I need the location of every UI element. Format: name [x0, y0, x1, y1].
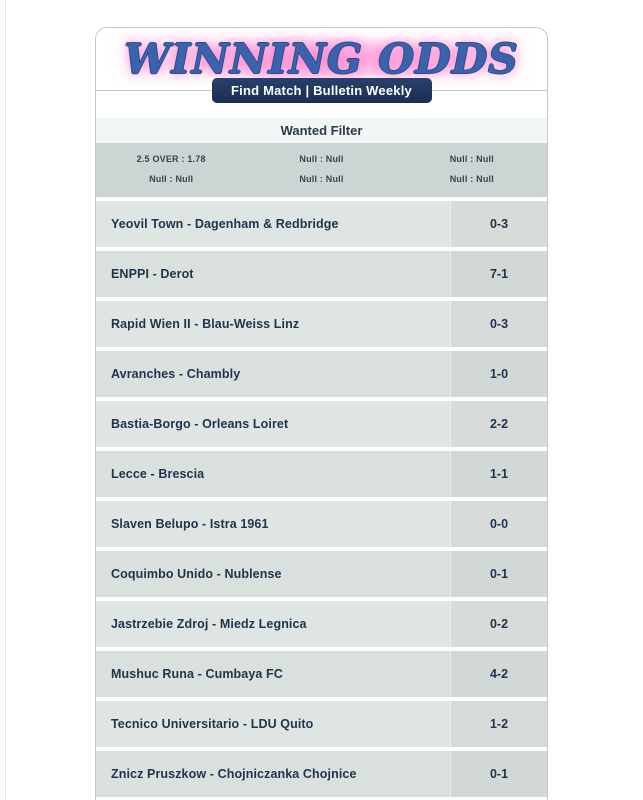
find-match-button-container: Find Match | Bulletin Weekly	[96, 78, 547, 118]
match-score: 1-1	[450, 451, 547, 497]
match-row[interactable]: Rapid Wien II - Blau-Weiss Linz 0-3	[96, 301, 547, 347]
match-name: Rapid Wien II - Blau-Weiss Linz	[111, 317, 300, 331]
match-score: 2-2	[450, 401, 547, 447]
filter-cell[interactable]: Null : Null	[149, 174, 194, 184]
match-score: 0-3	[450, 201, 547, 247]
match-score: 4-2	[450, 651, 547, 697]
filter-cell[interactable]: Null : Null	[449, 174, 494, 184]
match-name: Coquimbo Unido - Nublense	[111, 567, 282, 581]
match-row[interactable]: Coquimbo Unido - Nublense 0-1	[96, 551, 547, 597]
match-name: Slaven Belupo - Istra 1961	[111, 517, 269, 531]
match-name: Yeovil Town - Dagenham & Redbridge	[111, 217, 339, 231]
match-name: Lecce - Brescia	[111, 467, 205, 481]
match-row[interactable]: Slaven Belupo - Istra 1961 0-0	[96, 501, 547, 547]
match-row[interactable]: Znicz Pruszkow - Chojniczanka Chojnice 0…	[96, 751, 547, 797]
filter-cell[interactable]: 2.5 OVER : 1.78	[136, 154, 206, 164]
title-banner: WINNING ODDS	[96, 28, 547, 91]
match-row[interactable]: Tecnico Universitario - LDU Quito 1-2	[96, 701, 547, 747]
match-row[interactable]: Avranches - Chambly 1-0	[96, 351, 547, 397]
page-title: WINNING ODDS	[124, 35, 519, 83]
match-row[interactable]: ENPPI - Derot 7-1	[96, 251, 547, 297]
match-score: 7-1	[450, 251, 547, 297]
match-name: Bastia-Borgo - Orleans Loiret	[111, 417, 289, 431]
match-name: Avranches - Chambly	[111, 367, 241, 381]
match-name: Mushuc Runa - Cumbaya FC	[111, 667, 283, 681]
match-name: Jastrzebie Zdroj - Miedz Legnica	[111, 617, 307, 631]
filter-cell[interactable]: Null : Null	[299, 174, 344, 184]
match-score: 1-0	[450, 351, 547, 397]
match-row[interactable]: Yeovil Town - Dagenham & Redbridge 0-3	[96, 201, 547, 247]
match-row[interactable]: Mushuc Runa - Cumbaya FC 4-2	[96, 651, 547, 697]
match-score: 1-2	[450, 701, 547, 747]
match-score: 0-1	[450, 751, 547, 797]
match-name: Tecnico Universitario - LDU Quito	[111, 717, 314, 731]
match-row[interactable]: Lecce - Brescia 1-1	[96, 451, 547, 497]
wanted-filter-heading: Wanted Filter	[96, 118, 547, 143]
title-glow-effect	[146, 36, 497, 82]
match-score: 0-3	[450, 301, 547, 347]
match-row[interactable]: Jastrzebie Zdroj - Miedz Legnica 0-2	[96, 601, 547, 647]
match-score: 0-1	[450, 551, 547, 597]
match-row[interactable]: Bastia-Borgo - Orleans Loiret 2-2	[96, 401, 547, 447]
odds-card: WINNING ODDS Find Match | Bulletin Weekl…	[95, 27, 548, 800]
match-list: Yeovil Town - Dagenham & Redbridge 0-3 E…	[96, 197, 547, 797]
filter-cell[interactable]: Null : Null	[299, 154, 344, 164]
match-name: Znicz Pruszkow - Chojniczanka Chojnice	[111, 767, 357, 781]
match-score: 0-2	[450, 601, 547, 647]
wanted-filter-grid: 2.5 OVER : 1.78 Null : Null Null : Null …	[96, 143, 547, 197]
filter-cell[interactable]: Null : Null	[449, 154, 494, 164]
match-name: ENPPI - Derot	[111, 267, 194, 281]
match-score: 0-0	[450, 501, 547, 547]
find-match-button[interactable]: Find Match | Bulletin Weekly	[211, 78, 432, 103]
